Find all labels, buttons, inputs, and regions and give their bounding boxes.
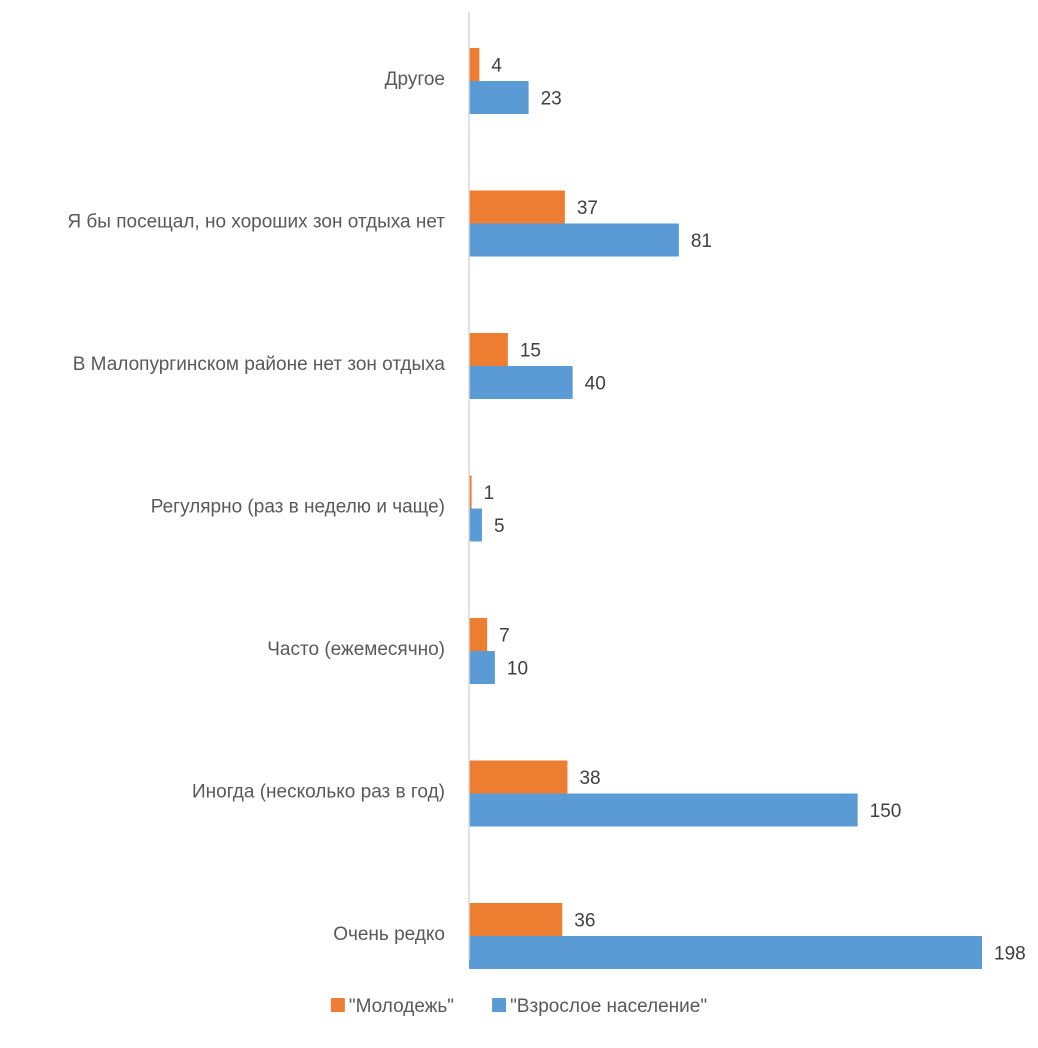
category-label: Другое — [385, 69, 445, 90]
bar-adults — [469, 793, 858, 827]
category-label: Я бы посещал, но хороших зон отдыха нет — [67, 212, 445, 233]
data-label: 1 — [484, 483, 495, 504]
data-label: 81 — [691, 231, 712, 252]
bar-youth — [469, 903, 563, 936]
category-label: В Малопургинском районе нет зон отдыха — [73, 354, 446, 375]
bar-adults — [469, 936, 982, 969]
bar-youth — [469, 333, 508, 366]
data-label: 40 — [585, 374, 606, 395]
data-label: 198 — [994, 944, 1026, 965]
legend-swatch — [330, 998, 345, 1012]
legend-swatch — [492, 998, 507, 1012]
bar-adults — [469, 366, 573, 399]
data-label: 10 — [507, 659, 528, 680]
bar-adults — [469, 223, 679, 257]
legend: "Молодежь" "Взрослое население" — [330, 996, 707, 1017]
data-label: 15 — [520, 341, 541, 362]
data-label: 5 — [494, 516, 505, 537]
bar-youth — [469, 475, 472, 509]
bar-adults — [469, 508, 482, 542]
category-label: Иногда (несколько раз в год) — [192, 782, 445, 803]
bar-youth — [469, 760, 568, 794]
data-label: 36 — [574, 911, 595, 932]
bar-adults — [469, 81, 529, 114]
bar-youth — [469, 618, 488, 651]
bar-youth — [469, 190, 565, 224]
bar-adults — [469, 651, 495, 684]
data-label: 4 — [491, 56, 502, 77]
data-label: 23 — [541, 89, 562, 110]
category-label: Регулярно (раз в неделю и чаще) — [151, 497, 445, 518]
data-label: 38 — [579, 768, 600, 789]
data-label: 7 — [499, 626, 510, 647]
category-label: Очень редко — [333, 924, 445, 945]
bars-group — [469, 48, 982, 969]
legend-label: "Молодежь" — [349, 996, 454, 1017]
data-label: 150 — [870, 801, 902, 822]
category-label: Часто (ежемесячно) — [267, 639, 445, 660]
legend-label: "Взрослое население" — [510, 996, 707, 1017]
data-label: 37 — [577, 198, 598, 219]
category-labels: Другое Я бы посещал, но хороших зон отдых… — [67, 69, 445, 945]
bar-youth — [469, 48, 480, 81]
